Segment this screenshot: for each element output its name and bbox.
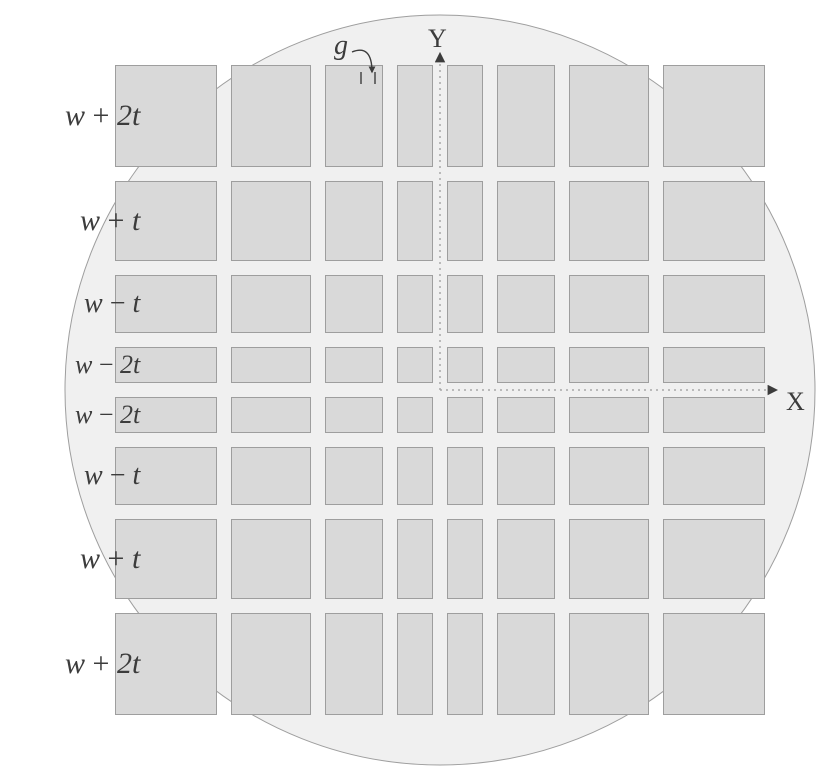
grid-cell	[569, 447, 649, 505]
grid-cell	[397, 447, 433, 505]
grid-cell	[569, 181, 649, 261]
row-size-label: w − 2t	[75, 350, 140, 380]
row-size-label: w − t	[84, 288, 140, 320]
y-axis-label: Y	[428, 24, 447, 54]
row-size-label: w + t	[80, 204, 140, 238]
grid-cell	[569, 65, 649, 167]
grid-cell	[497, 347, 555, 383]
grid-cell	[397, 181, 433, 261]
grid-cell	[325, 347, 383, 383]
grid-cell	[447, 181, 483, 261]
grid-cell	[663, 397, 765, 433]
grid-cell	[663, 519, 765, 599]
grid-cell	[497, 613, 555, 715]
grid-cell	[231, 613, 311, 715]
grid-cell	[569, 347, 649, 383]
grid-cell	[569, 613, 649, 715]
grid-cell	[397, 613, 433, 715]
grid-cell	[447, 275, 483, 333]
grid-cell	[447, 65, 483, 167]
grid-cell	[447, 613, 483, 715]
grid-cell	[325, 275, 383, 333]
grid-cell	[397, 275, 433, 333]
grid-cell	[325, 65, 383, 167]
grid-cell	[231, 275, 311, 333]
diagram-canvas: X Y g w + 2t w + t w − t w − 2t w − 2t w − t w…	[0, 0, 834, 780]
grid-cell	[325, 519, 383, 599]
grid-cell	[663, 181, 765, 261]
grid-cell	[497, 519, 555, 599]
grid-cell	[663, 347, 765, 383]
grid-cell	[663, 275, 765, 333]
grid-cell	[231, 65, 311, 167]
grid-cell	[447, 519, 483, 599]
grid-cell	[497, 181, 555, 261]
grid-cell	[497, 397, 555, 433]
g-gap-label: g	[334, 30, 348, 62]
row-size-label: w − t	[84, 460, 140, 492]
grid-cell	[231, 447, 311, 505]
grid-cell	[231, 397, 311, 433]
row-size-label: w + t	[80, 542, 140, 576]
grid-cell	[497, 65, 555, 167]
row-size-label: w − 2t	[75, 400, 140, 430]
grid-cell	[447, 447, 483, 505]
grid-cell	[231, 347, 311, 383]
grid-cell	[663, 447, 765, 505]
grid-cell	[447, 397, 483, 433]
grid-cell	[397, 397, 433, 433]
grid-cell	[231, 181, 311, 261]
grid-cell	[325, 613, 383, 715]
grid-cell	[397, 65, 433, 167]
x-axis-label: X	[786, 387, 805, 417]
grid-cell	[497, 447, 555, 505]
grid-cell	[663, 613, 765, 715]
grid-cell	[569, 397, 649, 433]
row-size-label: w + 2t	[65, 647, 140, 681]
grid-cell	[497, 275, 555, 333]
row-size-label: w + 2t	[65, 99, 140, 133]
grid-cell	[397, 519, 433, 599]
grid-cell	[569, 519, 649, 599]
grid-cell	[663, 65, 765, 167]
grid-cell	[325, 397, 383, 433]
grid-cell	[397, 347, 433, 383]
grid-cell	[569, 275, 649, 333]
grid-cell	[325, 447, 383, 505]
grid-cell	[231, 519, 311, 599]
grid-cell	[325, 181, 383, 261]
grid-cell	[447, 347, 483, 383]
